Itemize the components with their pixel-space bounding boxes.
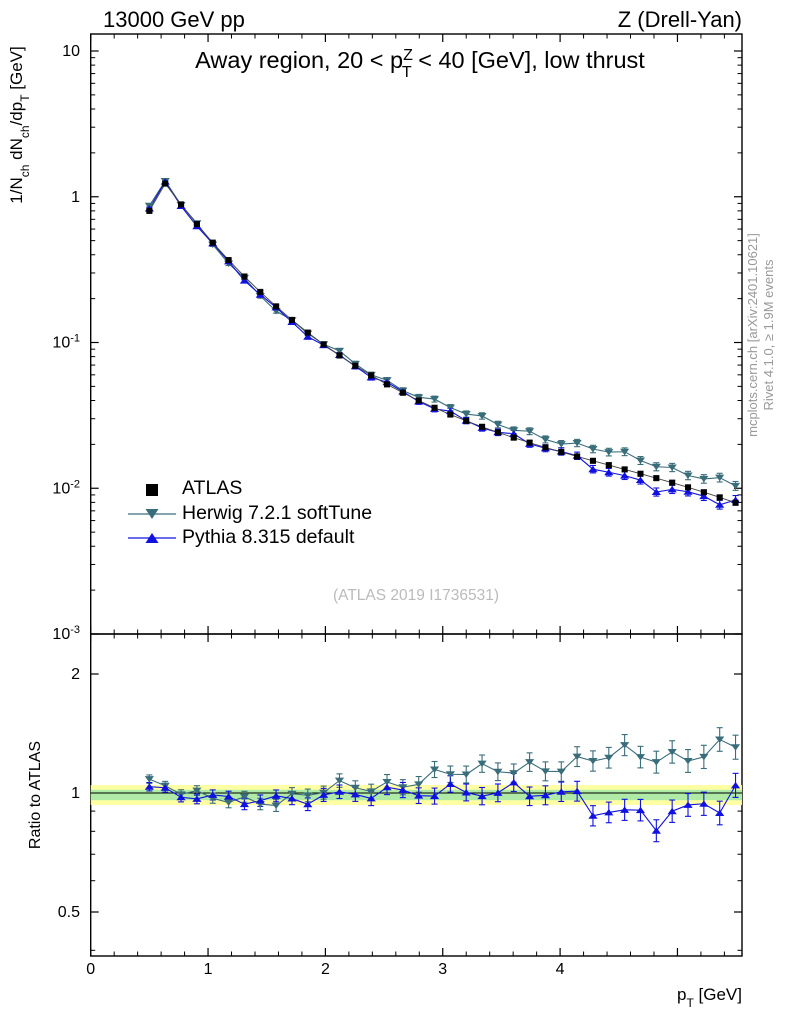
svg-text:1: 1 — [204, 961, 213, 978]
svg-text:4: 4 — [556, 961, 565, 978]
svg-text:10: 10 — [62, 43, 80, 60]
svg-text:1: 1 — [71, 785, 80, 802]
svg-text:Z (Drell-Yan): Z (Drell-Yan) — [618, 7, 742, 32]
svg-text:0.5: 0.5 — [58, 904, 80, 921]
svg-text:ATLAS: ATLAS — [182, 477, 242, 499]
svg-text:13000 GeV pp: 13000 GeV pp — [103, 7, 245, 32]
svg-text:mcplots.cern.ch [arXiv:2401.10: mcplots.cern.ch [arXiv:2401.10621] — [745, 233, 760, 437]
svg-text:2: 2 — [321, 961, 330, 978]
svg-text:Herwig 7.2.1 softTune: Herwig 7.2.1 softTune — [182, 502, 372, 524]
svg-text:1: 1 — [71, 189, 80, 206]
svg-text:Ratio to ATLAS: Ratio to ATLAS — [27, 741, 44, 849]
svg-text:(ATLAS 2019 I1736531): (ATLAS 2019 I1736531) — [333, 587, 499, 604]
svg-text:Rivet 4.1.0, ≥ 1.9M events: Rivet 4.1.0, ≥ 1.9M events — [761, 259, 776, 410]
svg-text:2: 2 — [71, 666, 80, 683]
svg-text:3: 3 — [438, 961, 447, 978]
svg-text:0: 0 — [86, 961, 95, 978]
svg-text:Pythia 8.315 default: Pythia 8.315 default — [182, 526, 355, 548]
